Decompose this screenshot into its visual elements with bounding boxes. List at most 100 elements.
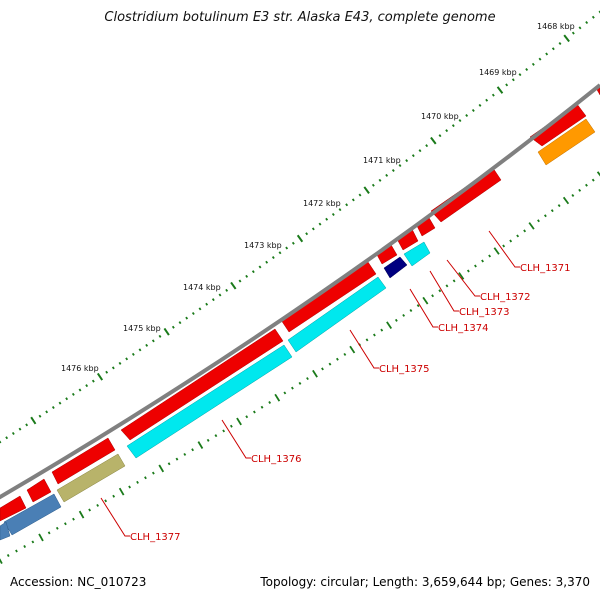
minor-tick xyxy=(185,316,189,320)
minor-tick xyxy=(118,361,122,365)
gene-label[interactable]: CLH_1372 xyxy=(480,292,531,303)
minor-tick xyxy=(205,302,209,306)
minor-tick xyxy=(458,119,462,123)
minor-tick xyxy=(51,406,55,410)
minor-tick xyxy=(418,149,422,153)
gene-arrow[interactable] xyxy=(430,167,502,223)
major-tick xyxy=(236,417,242,426)
minor-tick xyxy=(198,307,202,311)
ruler-labels: 1468 kbp 1469 kbp 1470 kbp 1471 kbp 1472 kbp… xyxy=(61,22,575,373)
minor-tick xyxy=(471,108,475,112)
major-tick xyxy=(158,464,165,473)
minor-tick xyxy=(325,217,329,221)
gene-arrow[interactable] xyxy=(126,344,293,459)
gene-arrow[interactable] xyxy=(51,437,116,485)
gene-arrow[interactable] xyxy=(3,493,62,536)
minor-tick xyxy=(175,457,179,461)
major-tick xyxy=(349,345,356,354)
minor-tick xyxy=(531,62,535,66)
major-tick xyxy=(496,86,504,94)
gene-label[interactable]: CLH_1373 xyxy=(459,307,510,318)
gene-arrow[interactable] xyxy=(383,256,408,279)
minor-tick xyxy=(111,366,115,370)
minor-tick xyxy=(145,343,149,347)
gene-arrow[interactable] xyxy=(120,328,284,441)
minor-tick xyxy=(55,526,59,530)
gene-label[interactable]: CLH_1376 xyxy=(251,454,302,465)
minor-tick xyxy=(445,129,449,133)
major-tick xyxy=(528,222,535,230)
gene-label[interactable]: CLH_1377 xyxy=(130,532,181,543)
minor-tick xyxy=(351,198,355,202)
major-tick xyxy=(562,196,570,205)
minor-tick xyxy=(65,397,69,401)
minor-tick xyxy=(478,103,482,107)
minor-tick xyxy=(271,256,275,260)
minor-tick xyxy=(543,214,547,218)
minor-tick xyxy=(578,188,582,192)
minor-tick xyxy=(405,159,409,163)
minor-tick xyxy=(6,554,10,557)
major-tick xyxy=(30,416,37,425)
major-tick xyxy=(430,136,437,145)
gene-arrow[interactable] xyxy=(0,495,27,522)
ruler-label: 1473 kbp xyxy=(244,241,282,250)
minor-tick xyxy=(380,328,384,332)
minor-tick xyxy=(0,440,2,444)
minor-tick xyxy=(214,434,218,438)
minor-tick xyxy=(558,42,562,46)
gene-arrow[interactable] xyxy=(287,276,387,353)
minor-tick xyxy=(516,234,520,238)
gene-leader-line xyxy=(100,497,130,537)
minor-tick xyxy=(452,279,456,283)
gene-arrow[interactable] xyxy=(26,478,52,503)
genome-title: Clostridium botulinum E3 str. Alaska E43… xyxy=(104,10,496,25)
major-tick xyxy=(163,327,170,336)
gene-arrow[interactable] xyxy=(0,521,11,541)
minor-tick xyxy=(523,229,527,233)
minor-tick xyxy=(96,503,100,507)
minor-tick xyxy=(311,227,315,231)
minor-tick xyxy=(38,414,42,418)
minor-tick xyxy=(511,78,515,82)
minor-tick xyxy=(138,348,142,352)
ruler-label: 1475 kbp xyxy=(123,324,161,333)
gene-leader-line xyxy=(409,288,438,328)
ruler-label: 1472 kbp xyxy=(303,199,341,208)
gene-label[interactable]: CLH_1374 xyxy=(438,323,489,334)
minor-tick xyxy=(265,260,269,264)
minor-tick xyxy=(125,357,129,361)
genome-backbone xyxy=(0,83,600,500)
minor-tick xyxy=(225,288,229,292)
genome-summary: Topology: circular; Length: 3,659,644 bp… xyxy=(260,575,590,589)
minor-tick xyxy=(402,313,406,317)
minor-tick xyxy=(285,246,289,250)
minor-tick xyxy=(191,311,195,315)
minor-tick xyxy=(571,193,575,197)
minor-tick xyxy=(23,544,27,548)
minor-tick xyxy=(31,540,35,544)
accession-text: Accession: NC_010723 xyxy=(10,575,147,589)
minor-tick xyxy=(298,381,302,385)
minor-tick xyxy=(445,284,449,288)
gene-arrow[interactable] xyxy=(403,241,431,267)
minor-tick xyxy=(178,321,182,325)
minor-tick xyxy=(253,410,256,414)
gene-arrow[interactable] xyxy=(537,118,596,166)
inner-ruler xyxy=(0,171,600,564)
minor-tick xyxy=(245,415,249,419)
minor-tick xyxy=(505,83,509,87)
minor-tick xyxy=(72,517,75,521)
minor-tick xyxy=(411,154,415,158)
minor-tick xyxy=(191,448,194,452)
gene-arrow[interactable] xyxy=(56,453,126,503)
gene-leader-line xyxy=(488,230,520,268)
gene-label[interactable]: CLH_1371 xyxy=(520,263,571,274)
minor-tick xyxy=(438,134,442,138)
gene-label[interactable]: CLH_1375 xyxy=(379,364,430,375)
major-tick xyxy=(312,369,318,378)
minor-tick xyxy=(268,400,272,404)
minor-tick xyxy=(105,370,109,374)
kbp-ruler xyxy=(0,10,600,444)
